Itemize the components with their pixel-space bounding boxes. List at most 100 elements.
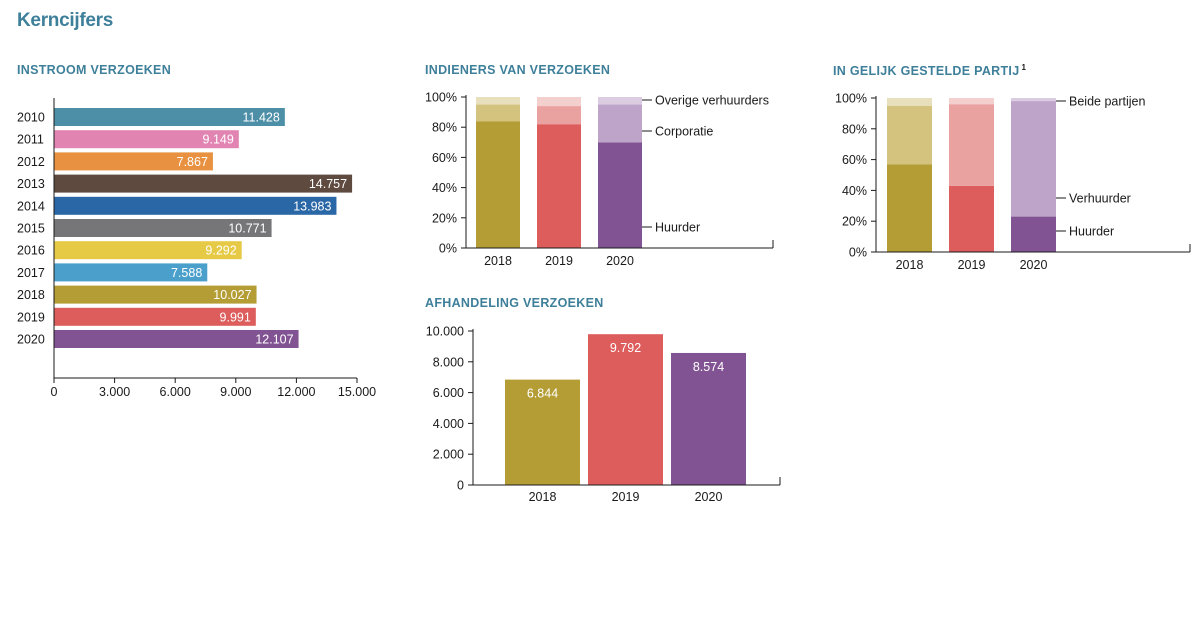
y-tick-label-80: 80%	[432, 121, 457, 135]
bar-2013	[54, 174, 353, 193]
page-title: Kerncijfers	[17, 10, 113, 31]
x-tick-label-2019: 2019	[545, 254, 573, 268]
stack-segment-2018-corporatie	[476, 104, 520, 122]
bar-value-label-2012: 7.867	[177, 155, 208, 169]
stack-segment-2019-verhuurder	[949, 104, 994, 186]
bar-value-label-2011: 9.149	[203, 133, 234, 147]
bar-value-label-2019: 9.792	[610, 341, 641, 355]
x-tick-label-2020: 2020	[1020, 258, 1048, 272]
x-tick-label-9000: 9.000	[220, 385, 251, 399]
bar-2020	[671, 352, 746, 485]
bar-2017	[54, 263, 208, 282]
x-tick-label-2018: 2018	[529, 490, 557, 504]
chart-title-gelijk: IN GELIJK GESTELDE PARTIJ 1	[833, 63, 1026, 78]
bar-2020	[54, 330, 299, 348]
category-label-2018: 2018	[17, 288, 45, 302]
x-tick-label-2020: 2020	[606, 254, 634, 268]
y-tick-label-20: 20%	[842, 215, 867, 229]
category-label-2012: 2012	[17, 155, 45, 169]
category-label-2013: 2013	[17, 177, 45, 191]
legend-label-huurder: Huurder	[655, 221, 700, 235]
chart-title-instroom: INSTROOM VERZOEKEN	[17, 63, 172, 77]
legend-label-overige-verhuurders: Overige verhuurders	[655, 94, 769, 108]
y-tick-label-4000: 4.000	[433, 417, 464, 431]
bar-value-label-2020: 8.574	[693, 360, 724, 374]
stack-segment-2018-overige-verhuurders	[476, 97, 520, 105]
category-label-2016: 2016	[17, 244, 45, 258]
y-tick-label-2000: 2.000	[433, 448, 464, 462]
category-label-2010: 2010	[17, 111, 45, 125]
footnote-marker: 1	[1021, 63, 1027, 72]
y-tick-label-40: 40%	[842, 184, 867, 198]
y-tick-label-0: 0%	[849, 246, 867, 260]
bar-2018	[505, 379, 580, 485]
x-tick-label-2019: 2019	[958, 258, 986, 272]
stack-segment-2019-corporatie	[537, 106, 581, 125]
y-tick-label-0: 0%	[439, 242, 457, 256]
bar-value-label-2010: 11.428	[243, 111, 280, 125]
stack-segment-2018-huurder	[887, 164, 932, 252]
bar-value-label-2013: 14.757	[309, 177, 347, 191]
bar-2014	[54, 196, 337, 215]
category-label-2014: 2014	[17, 199, 45, 213]
x-tick-label-6000: 6.000	[160, 385, 191, 399]
stack-segment-2020-huurder	[1011, 216, 1056, 252]
bar-value-label-2018: 6.844	[527, 387, 558, 401]
y-tick-label-40: 40%	[432, 181, 457, 195]
legend-label-verhuurder: Verhuurder	[1069, 192, 1131, 206]
stack-segment-2020-corporatie	[598, 104, 642, 143]
y-tick-label-100: 100%	[835, 92, 867, 106]
category-label-2020: 2020	[17, 333, 45, 347]
stack-segment-2019-overige-verhuurders	[537, 97, 581, 107]
x-tick-label-2019: 2019	[612, 490, 640, 504]
category-label-2017: 2017	[17, 266, 45, 280]
bar-value-label-2014: 13.983	[293, 199, 331, 213]
stack-segment-2020-beide-partijen	[1011, 98, 1056, 102]
bar-2015	[54, 219, 272, 237]
bar-value-label-2016: 9.292	[205, 244, 236, 258]
y-tick-label-10000: 10.000	[426, 325, 464, 339]
category-label-2011: 2011	[17, 133, 44, 147]
bar-value-label-2020: 12.107	[255, 333, 293, 347]
chart-title-gelijk-text: IN GELIJK GESTELDE PARTIJ	[833, 64, 1020, 79]
stack-segment-2018-verhuurder	[887, 105, 932, 165]
category-label-2019: 2019	[17, 310, 45, 324]
bar-2016	[54, 241, 242, 260]
x-tick-label-15000: 15.000	[338, 385, 376, 399]
y-tick-label-100: 100%	[425, 91, 457, 105]
x-tick-label-2018: 2018	[484, 254, 512, 268]
category-label-2015: 2015	[17, 222, 45, 236]
x-tick-label-2020: 2020	[695, 490, 723, 504]
x-tick-label-12000: 12.000	[277, 385, 315, 399]
chart-title-indieners: INDIENERS VAN VERZOEKEN	[425, 63, 611, 77]
stack-segment-2020-verhuurder	[1011, 101, 1056, 217]
legend-label-beide-partijen: Beide partijen	[1069, 95, 1145, 109]
stack-segment-2019-huurder	[537, 124, 581, 248]
bar-2011	[54, 130, 239, 149]
x-tick-label-2018: 2018	[896, 258, 924, 272]
bar-2019	[54, 307, 256, 326]
y-tick-label-6000: 6.000	[433, 386, 464, 400]
stack-segment-2018-beide-partijen	[887, 98, 932, 106]
legend-label-huurder: Huurder	[1069, 225, 1114, 239]
stack-segment-2018-huurder	[476, 121, 520, 248]
y-tick-label-8000: 8.000	[433, 355, 464, 369]
bar-value-label-2019: 9.991	[220, 310, 251, 324]
bar-2018	[54, 285, 257, 304]
x-tick-label-3000: 3.000	[99, 385, 130, 399]
y-tick-label-20: 20%	[432, 211, 457, 225]
bar-value-label-2015: 10.771	[228, 222, 266, 236]
bar-2010	[54, 108, 285, 126]
bar-value-label-2018: 10.027	[213, 288, 251, 302]
y-tick-label-60: 60%	[432, 151, 457, 165]
stack-segment-2020-huurder	[598, 142, 642, 248]
y-tick-label-80: 80%	[842, 122, 867, 136]
x-tick-label-0: 0	[51, 385, 58, 399]
y-tick-label-60: 60%	[842, 153, 867, 167]
legend-label-corporatie: Corporatie	[655, 125, 713, 139]
bar-2019	[588, 334, 663, 485]
